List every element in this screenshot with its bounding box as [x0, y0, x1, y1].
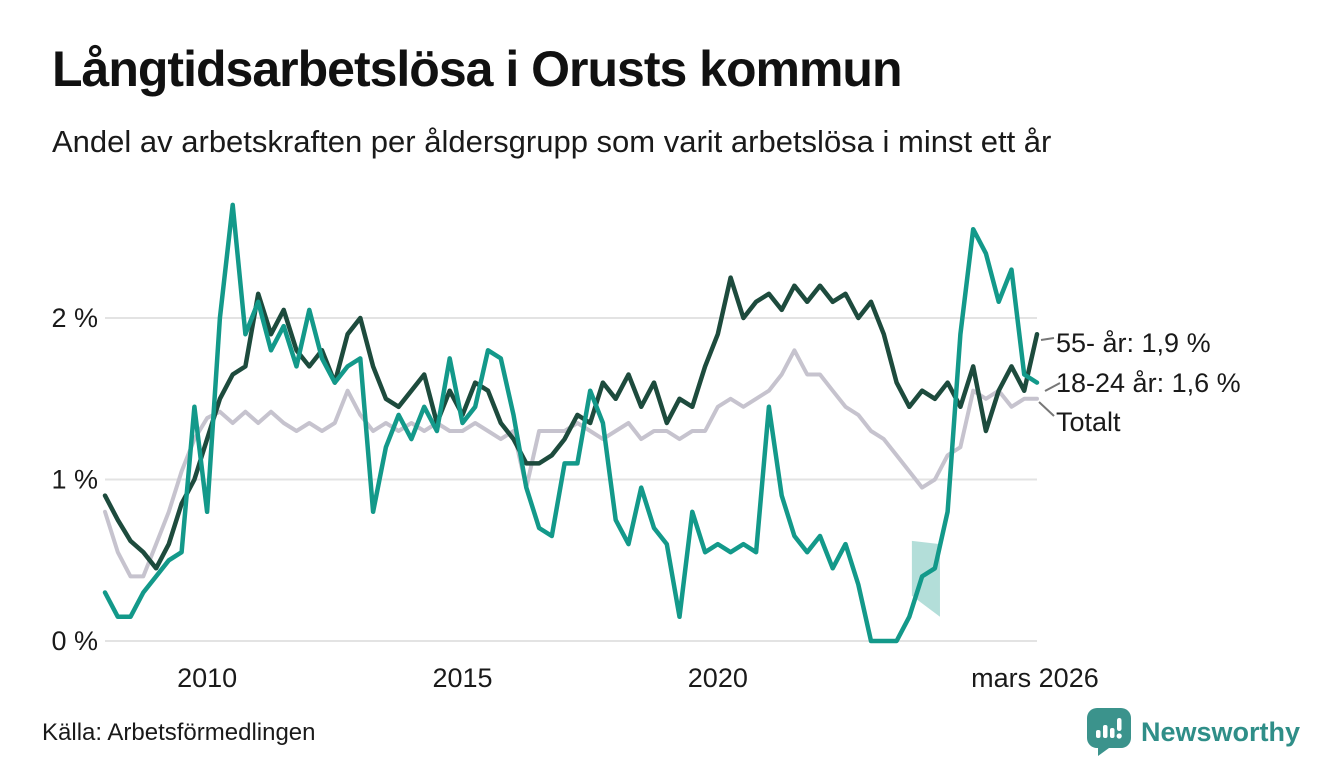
y-axis-tick-label: 2 % — [51, 303, 98, 333]
series-end-label-totalt: Totalt — [1056, 407, 1121, 437]
x-axis-tick-label: 2015 — [432, 663, 492, 693]
x-axis-tick-label: 2010 — [177, 663, 237, 693]
newsworthy-logo-text: Newsworthy — [1140, 716, 1300, 747]
x-axis-tick-label: 2020 — [688, 663, 748, 693]
y-axis-tick-label: 1 % — [51, 465, 98, 495]
newsworthy-logo[interactable]: Newsworthy — [1086, 708, 1300, 756]
end-label-connector — [1038, 401, 1055, 417]
series-end-label-18-24-ar: 18-24 år: 1,6 % — [1056, 368, 1241, 398]
y-axis-tick-label: 0 % — [51, 626, 98, 656]
series-end-label-55-ar: 55- år: 1,9 % — [1056, 328, 1211, 358]
newsworthy-bubble-icon — [1086, 708, 1131, 756]
end-label-connector — [1044, 382, 1061, 392]
source-note: Källa: Arbetsförmedlingen — [42, 719, 316, 746]
confidence-band — [911, 540, 940, 617]
x-axis-tick-label: mars 2026 — [971, 663, 1099, 693]
series-line-55-r — [102, 275, 1040, 571]
chart-subtitle: Andel av arbetskraften per åldersgrupp s… — [52, 124, 1052, 159]
series-line-18-24-r — [102, 202, 1040, 644]
chart-title: Långtidsarbetslösa i Orusts kommun — [52, 41, 903, 97]
end-label-connector — [1040, 337, 1055, 341]
